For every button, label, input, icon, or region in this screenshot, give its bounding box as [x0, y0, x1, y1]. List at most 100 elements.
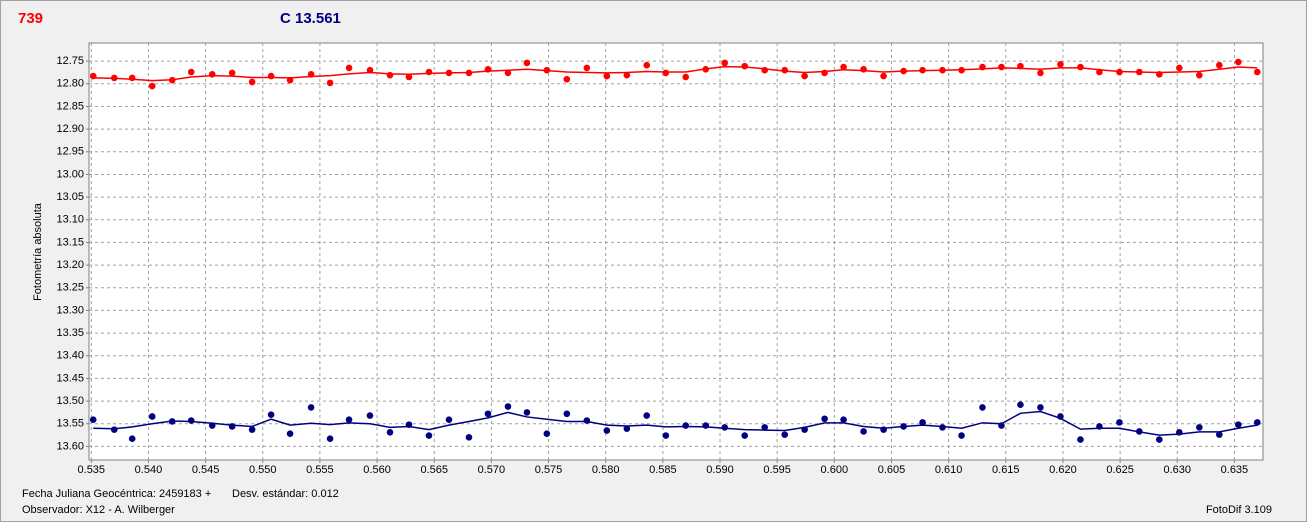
- data-point: [1196, 424, 1203, 431]
- y-tick-label: 12.75: [56, 55, 84, 67]
- data-point: [958, 66, 965, 74]
- data-point: [919, 66, 926, 74]
- y-tick-label: 12.85: [56, 100, 84, 112]
- data-point: [801, 72, 808, 80]
- data-point: [919, 419, 926, 426]
- data-point: [979, 63, 986, 71]
- data-point: [761, 424, 769, 431]
- x-tick-label: 0.635: [1221, 464, 1249, 476]
- data-point: [702, 65, 710, 73]
- x-tick-label: 0.580: [592, 464, 620, 476]
- data-point: [148, 82, 156, 90]
- y-tick-label: 12.95: [56, 146, 84, 158]
- data-point: [761, 66, 769, 74]
- y-tick-label: 12.90: [56, 123, 84, 135]
- data-point: [1017, 62, 1024, 70]
- data-point: [1136, 428, 1143, 435]
- data-point: [1077, 436, 1084, 443]
- data-point: [801, 426, 808, 433]
- x-tick-label: 0.610: [935, 464, 963, 476]
- fit-line: [93, 410, 1258, 436]
- data-point: [168, 418, 176, 425]
- data-point: [563, 410, 571, 418]
- x-tick-label: 0.615: [992, 464, 1020, 476]
- x-tick-label: 0.570: [478, 464, 506, 476]
- data-point: [583, 417, 591, 424]
- data-point: [939, 424, 946, 431]
- data-point: [840, 416, 847, 423]
- data-point: [425, 432, 433, 439]
- data-point: [1136, 68, 1143, 76]
- data-point: [1017, 401, 1024, 409]
- data-point: [979, 404, 986, 411]
- legend-entry: C 13.561: [280, 10, 341, 27]
- data-point: [643, 61, 651, 69]
- data-point: [208, 422, 216, 429]
- data-point: [286, 430, 294, 438]
- y-tick-label: 13.00: [56, 168, 84, 180]
- data-point: [386, 429, 394, 436]
- fit-line: [93, 65, 1258, 82]
- data-point: [465, 69, 473, 77]
- data-point: [326, 435, 334, 442]
- data-point: [939, 66, 946, 74]
- data-point: [504, 69, 512, 77]
- data-point: [1196, 71, 1203, 79]
- data-point: [484, 65, 492, 73]
- data-point: [286, 76, 294, 84]
- data-point: [583, 64, 591, 72]
- data-point: [1156, 70, 1163, 78]
- data-point: [840, 63, 847, 71]
- data-point: [1216, 61, 1223, 69]
- y-axis-label: Fotometría absoluta: [32, 202, 44, 301]
- data-point: [110, 426, 118, 433]
- data-point: [187, 417, 195, 424]
- data-point: [1235, 58, 1242, 66]
- data-point: [168, 76, 176, 84]
- data-point: [248, 78, 256, 86]
- data-point: [1057, 61, 1064, 68]
- x-tick-label: 0.620: [1049, 464, 1077, 476]
- data-point: [1116, 68, 1123, 76]
- data-point: [998, 422, 1005, 429]
- data-point: [860, 428, 867, 435]
- data-point: [523, 59, 531, 67]
- data-point: [781, 431, 789, 438]
- x-tick-label: 0.550: [249, 464, 277, 476]
- data-point: [267, 72, 275, 80]
- data-point: [89, 416, 97, 423]
- footer-date: Fecha Juliana Geocéntrica: 2459183 +: [22, 488, 211, 500]
- data-point: [682, 73, 690, 81]
- x-tick-label: 0.560: [363, 464, 391, 476]
- y-tick-label: 13.45: [56, 372, 84, 384]
- y-tick-label: 13.30: [56, 304, 84, 316]
- data-point: [662, 432, 670, 439]
- data-point: [366, 66, 374, 74]
- data-point: [662, 69, 670, 77]
- data-point: [345, 416, 353, 423]
- data-point: [366, 412, 374, 419]
- y-tick-label: 13.15: [56, 236, 84, 248]
- data-point: [900, 67, 907, 75]
- x-tick-label: 0.540: [135, 464, 163, 476]
- data-point: [148, 413, 156, 420]
- data-point: [386, 71, 394, 79]
- y-tick-label: 13.40: [56, 350, 84, 362]
- x-tick-label: 0.545: [192, 464, 220, 476]
- data-point: [187, 68, 195, 76]
- y-tick-label: 13.35: [56, 327, 84, 339]
- data-point: [821, 69, 828, 77]
- x-tick-label: 0.625: [1106, 464, 1134, 476]
- data-point: [1235, 421, 1242, 428]
- x-tick-label: 0.590: [706, 464, 734, 476]
- data-point: [1037, 404, 1044, 411]
- data-point: [248, 426, 256, 433]
- data-point: [781, 66, 789, 74]
- data-point: [880, 426, 887, 433]
- data-point: [1253, 68, 1261, 76]
- x-tick-label: 0.600: [821, 464, 849, 476]
- y-tick-label: 13.10: [56, 214, 84, 226]
- data-point: [860, 65, 867, 73]
- y-tick-label: 13.05: [56, 191, 84, 203]
- data-point: [741, 62, 749, 70]
